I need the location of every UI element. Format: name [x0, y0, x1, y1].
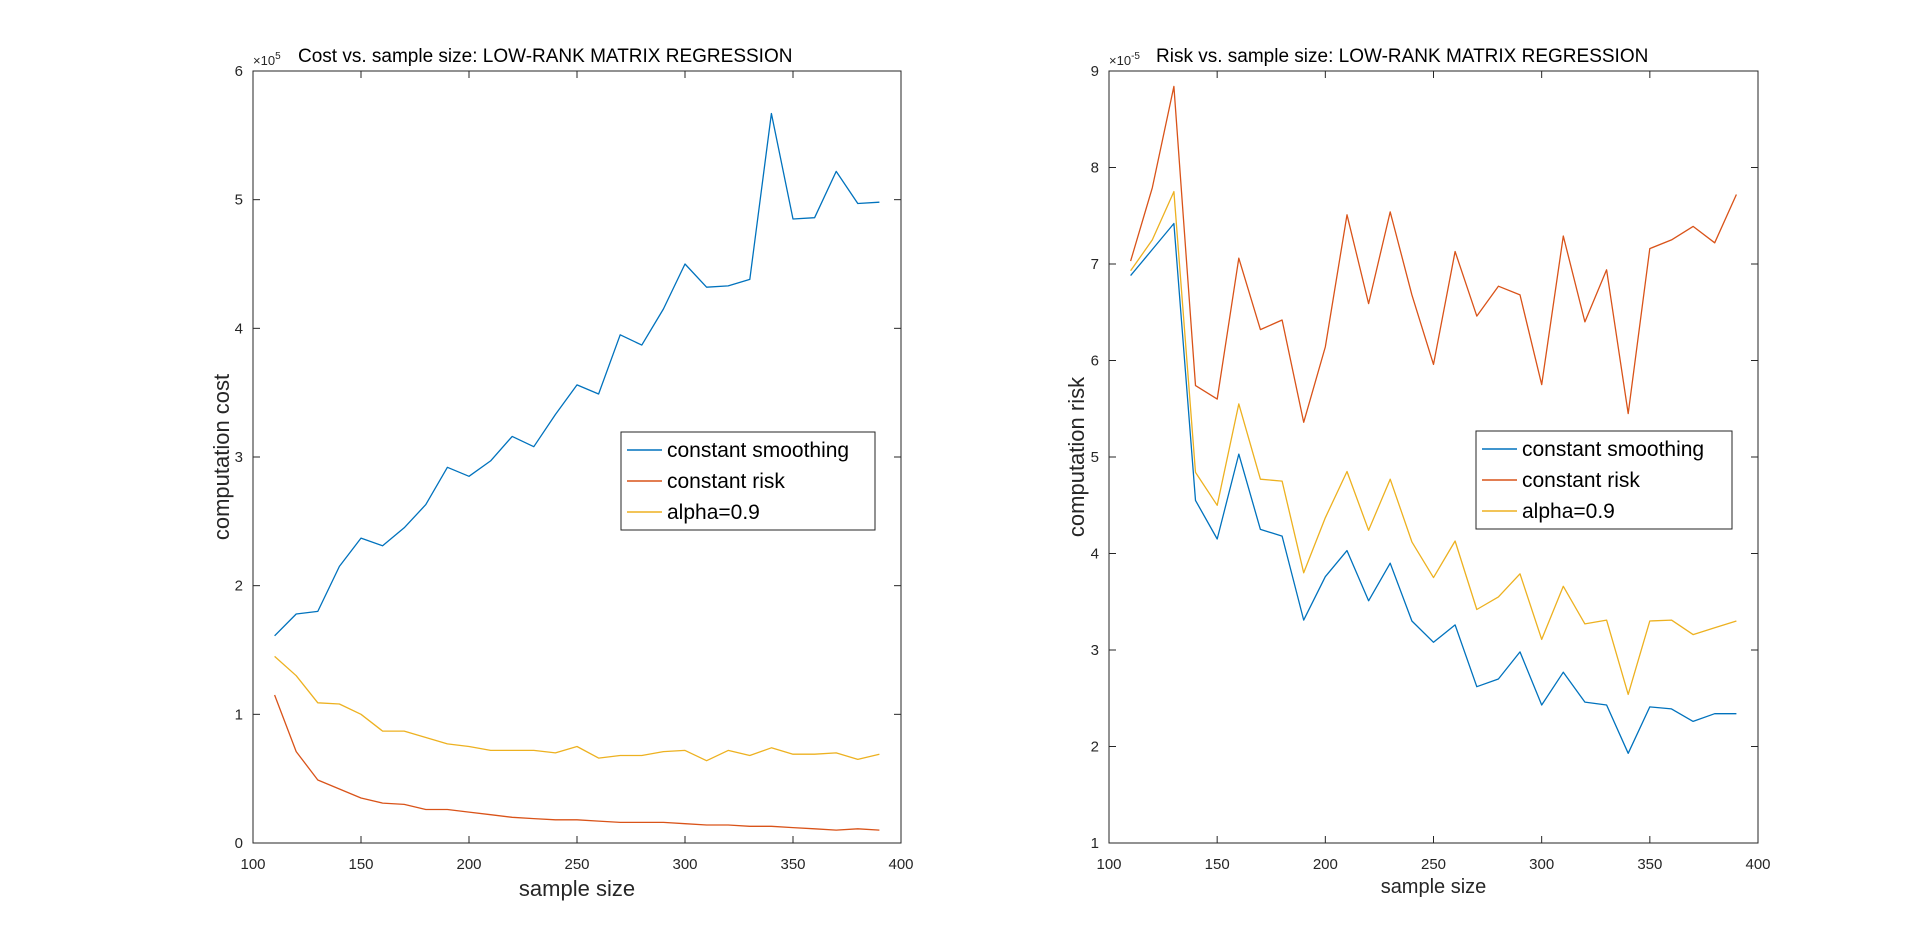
- multiplier-exponent: -5: [1131, 51, 1140, 62]
- y-tick-label: 5: [235, 192, 243, 209]
- legend-entry: alpha=0.9: [667, 501, 760, 524]
- y-tick-label: 6: [1091, 353, 1099, 370]
- series-line-constant-smoothing: [274, 112, 880, 637]
- series-line-alpha-0-9: [1130, 190, 1737, 696]
- y-tick-label: 6: [235, 63, 243, 80]
- y-tick-label: 8: [1091, 160, 1099, 177]
- y-axis-multiplier: ×105: [253, 51, 281, 68]
- multiplier-base: ×10: [253, 53, 275, 68]
- legend-entry: constant risk: [1522, 469, 1640, 492]
- y-tick-label: 2: [1091, 739, 1099, 756]
- chart-title: Cost vs. sample size: LOW-RANK MATRIX RE…: [298, 46, 792, 67]
- legend-entry: constant risk: [667, 470, 785, 493]
- y-axis-multiplier: ×10-5: [1109, 51, 1140, 68]
- x-tick-label: 150: [348, 856, 373, 873]
- cost-chart: 100 150 200 250 300 350 400 0 1 2 3 4 5 6 sample size c…: [209, 46, 914, 901]
- y-tick-label: 3: [235, 449, 243, 466]
- y-tick-label: 1: [1091, 835, 1099, 852]
- y-tick-label: 0: [235, 835, 243, 852]
- y-axis-label: computation risk: [1064, 376, 1089, 537]
- x-tick-label: 100: [240, 856, 265, 873]
- x-tick-label: 150: [1205, 856, 1230, 873]
- y-tick-label: 5: [1091, 449, 1099, 466]
- legend: constant smoothing constant risk alpha=0.9: [620, 431, 876, 531]
- y-tick-label: 4: [235, 320, 243, 337]
- x-axis-label: sample size: [519, 876, 635, 901]
- legend-entry: constant smoothing: [1522, 438, 1704, 461]
- series-line-constant-risk: [273, 694, 880, 831]
- x-tick-label: 250: [564, 856, 589, 873]
- x-tick-label: 350: [780, 856, 805, 873]
- risk-chart: 100 150 200 250 300 350 400 1 2 3 4 5 6 7 8 9 sample siz…: [1064, 46, 1771, 898]
- x-tick-label: 100: [1096, 856, 1121, 873]
- legend: constant smoothing constant risk alpha=0.9: [1475, 430, 1733, 530]
- x-tick-label: 400: [1745, 856, 1770, 873]
- x-axis-label: sample size: [1381, 876, 1487, 898]
- x-tick-label: 400: [888, 856, 913, 873]
- y-axis-label: computation cost: [209, 374, 234, 540]
- y-tick-label: 1: [235, 706, 243, 723]
- legend-entry: constant smoothing: [667, 439, 849, 462]
- legend-box: [620, 431, 876, 531]
- y-tick-label: 9: [1091, 63, 1099, 80]
- series-line-alpha-0-9: [274, 655, 880, 762]
- x-tick-label: 300: [672, 856, 697, 873]
- y-tick-label: 3: [1091, 642, 1099, 659]
- x-tick-label: 200: [456, 856, 481, 873]
- series-line-constant-risk: [1129, 85, 1737, 423]
- x-tick-label: 350: [1637, 856, 1662, 873]
- legend-box: [1475, 430, 1733, 530]
- x-tick-label: 300: [1529, 856, 1554, 873]
- x-tick-label: 200: [1313, 856, 1338, 873]
- legend-entry: alpha=0.9: [1522, 500, 1615, 523]
- x-tick-label: 250: [1421, 856, 1446, 873]
- multiplier-base: ×10: [1109, 53, 1131, 68]
- series-line-constant-smoothing: [1130, 222, 1737, 754]
- y-tick-label: 4: [1091, 546, 1099, 563]
- y-tick-label: 7: [1091, 256, 1099, 273]
- multiplier-exponent: 5: [275, 51, 281, 62]
- chart-title: Risk vs. sample size: LOW-RANK MATRIX RE…: [1156, 46, 1648, 67]
- y-tick-label: 2: [235, 578, 243, 595]
